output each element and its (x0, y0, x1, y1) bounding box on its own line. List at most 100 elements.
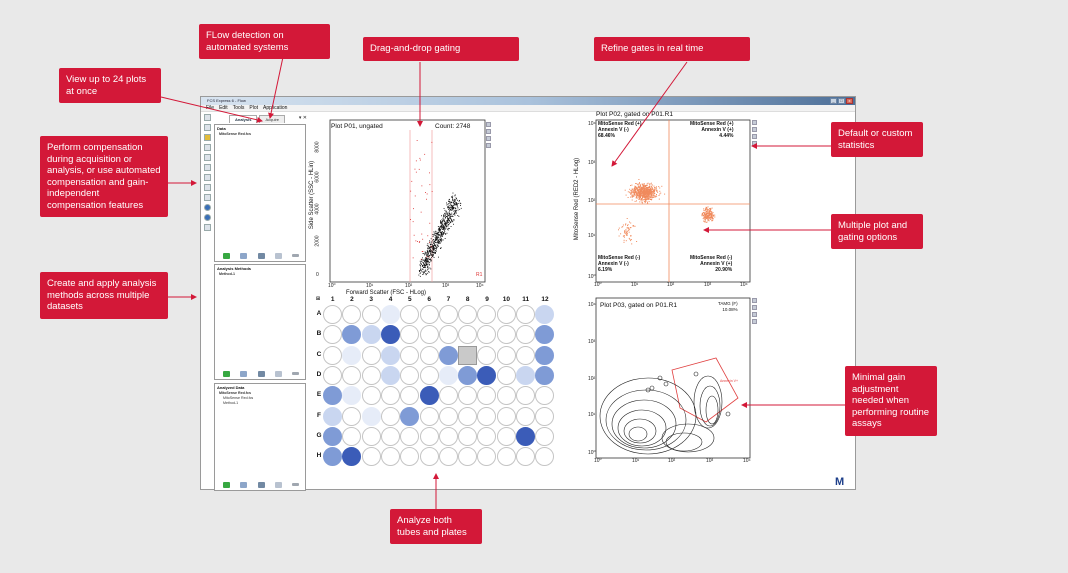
open-analyzed-icon[interactable] (240, 482, 248, 488)
well-plate[interactable]: ⊞ 1 2 3 4 5 6 7 8 9 10 11 12 A B C D E F G H (315, 296, 555, 470)
plot-p01[interactable]: Plot P01, ungated Count: 2748 R1 Side Sc… (309, 119, 491, 296)
plate-well[interactable] (400, 406, 420, 426)
remove-analyzed-icon[interactable] (292, 483, 299, 486)
plate-well[interactable] (419, 305, 439, 324)
plate-well[interactable] (496, 386, 516, 406)
add-analyzed-icon[interactable] (223, 482, 230, 488)
plate-well[interactable] (342, 305, 362, 324)
minimize-button[interactable]: _ (830, 98, 837, 104)
plate-well[interactable] (419, 325, 439, 345)
plate-well[interactable] (419, 345, 439, 365)
tab-analysis[interactable]: Analysis (229, 115, 258, 123)
plate-well[interactable] (516, 345, 535, 365)
plot-p03-canvas[interactable] (588, 297, 758, 470)
plate-well[interactable] (516, 305, 535, 324)
plate-well[interactable] (516, 447, 535, 467)
analyzed-properties-icon[interactable] (274, 482, 282, 488)
plate-well[interactable] (361, 386, 381, 406)
plate-column-header[interactable]: 12 (541, 296, 549, 303)
pin-icon[interactable]: ▾ ✕ (298, 115, 307, 121)
plate-well[interactable] (361, 325, 381, 345)
plate-row-header[interactable]: G (316, 431, 322, 439)
plate-well[interactable] (516, 406, 535, 426)
plate-well[interactable] (380, 305, 400, 324)
menu-plot[interactable]: Plot (249, 105, 258, 111)
plate-well[interactable] (342, 345, 362, 365)
remove-method-icon[interactable] (292, 372, 299, 375)
tab-acquire[interactable]: Acquire (259, 115, 286, 123)
plate-column-header[interactable]: 1 (330, 296, 335, 303)
grid-tool-icon[interactable] (203, 144, 211, 151)
plate-well[interactable] (361, 447, 381, 467)
plate-well[interactable] (342, 325, 362, 345)
overlay-icon[interactable] (752, 312, 757, 317)
plate-well[interactable] (400, 426, 420, 446)
plate-well[interactable] (342, 406, 362, 426)
plate-well[interactable] (400, 345, 420, 365)
plate-well[interactable] (477, 426, 497, 446)
plate-well[interactable] (361, 406, 381, 426)
maximize-button[interactable]: □ (838, 98, 845, 104)
plate-well[interactable] (419, 426, 439, 446)
plate-well[interactable] (400, 305, 420, 324)
plate-well[interactable] (477, 447, 497, 467)
menu-edit[interactable]: Edit (219, 105, 228, 111)
remove-icon[interactable] (292, 254, 299, 257)
gate-tool-icon[interactable] (486, 129, 491, 134)
plate-well[interactable] (516, 325, 535, 345)
save-method-icon[interactable] (257, 371, 265, 377)
plate-well[interactable] (438, 426, 458, 446)
analyzed-item[interactable]: MitoSense Red.fcs (223, 396, 254, 400)
plate-well[interactable] (535, 365, 555, 385)
plate-column-header[interactable]: 5 (408, 296, 412, 303)
plate-well[interactable] (419, 406, 439, 426)
plate-column-header[interactable]: 6 (427, 296, 431, 303)
plate-well[interactable] (323, 386, 342, 406)
plate-well[interactable] (400, 325, 420, 345)
ruler-tool-icon[interactable] (203, 194, 211, 201)
plate-column-header[interactable]: 11 (522, 296, 530, 303)
plate-column-header[interactable]: 3 (369, 296, 374, 303)
plate-well[interactable] (380, 365, 400, 385)
plate-well[interactable] (477, 365, 497, 385)
plot-p01-canvas[interactable] (310, 119, 490, 295)
plate-row-header[interactable]: E (316, 391, 322, 399)
plate-well[interactable] (400, 386, 420, 406)
document-tool-icon[interactable] (203, 124, 211, 131)
plot-p03[interactable]: Plot P03, gated on P01.R1 TAMG (F) 10.08… (588, 297, 758, 470)
plate-well[interactable] (458, 426, 478, 446)
plate-well[interactable] (380, 386, 400, 406)
add-method-icon[interactable] (223, 371, 230, 377)
menu-file[interactable]: File (206, 105, 215, 111)
plate-column-header[interactable]: 10 (502, 296, 510, 303)
data-file-item[interactable]: MitoSense Red.fcs (219, 132, 251, 136)
close-button[interactable]: x (846, 98, 853, 104)
plate-well[interactable] (535, 345, 555, 365)
plate-well[interactable] (535, 447, 555, 467)
plate-well[interactable] (438, 305, 458, 324)
zoom-icon[interactable] (486, 122, 491, 127)
folder-tool-icon[interactable] (203, 134, 211, 141)
plate-row-header[interactable]: F (317, 411, 321, 419)
pointer-tool-icon[interactable] (203, 114, 211, 121)
plate-well[interactable] (380, 325, 400, 345)
plate-well[interactable] (342, 426, 362, 446)
plot-p02[interactable]: Plot P02, gated on P01.R1 MitoSense Red … (574, 111, 757, 290)
table-tool-icon[interactable] (203, 164, 211, 171)
plate-well[interactable] (458, 365, 478, 385)
plate-column-header[interactable]: 2 (350, 296, 354, 303)
plate-well[interactable] (438, 386, 458, 406)
plate-well[interactable] (496, 305, 516, 324)
plate-well[interactable] (496, 325, 516, 345)
plate-well[interactable] (361, 345, 381, 365)
plate-well[interactable] (361, 305, 381, 324)
plate-well[interactable] (323, 447, 342, 467)
list-tool-icon[interactable] (203, 154, 211, 161)
plate-well[interactable] (496, 406, 516, 426)
plate-well[interactable] (342, 365, 362, 385)
plate-well[interactable] (380, 447, 400, 467)
plate-well[interactable] (477, 345, 497, 365)
overlay-icon[interactable] (486, 136, 491, 141)
plate-well[interactable] (400, 365, 420, 385)
plate-well[interactable] (516, 386, 535, 406)
